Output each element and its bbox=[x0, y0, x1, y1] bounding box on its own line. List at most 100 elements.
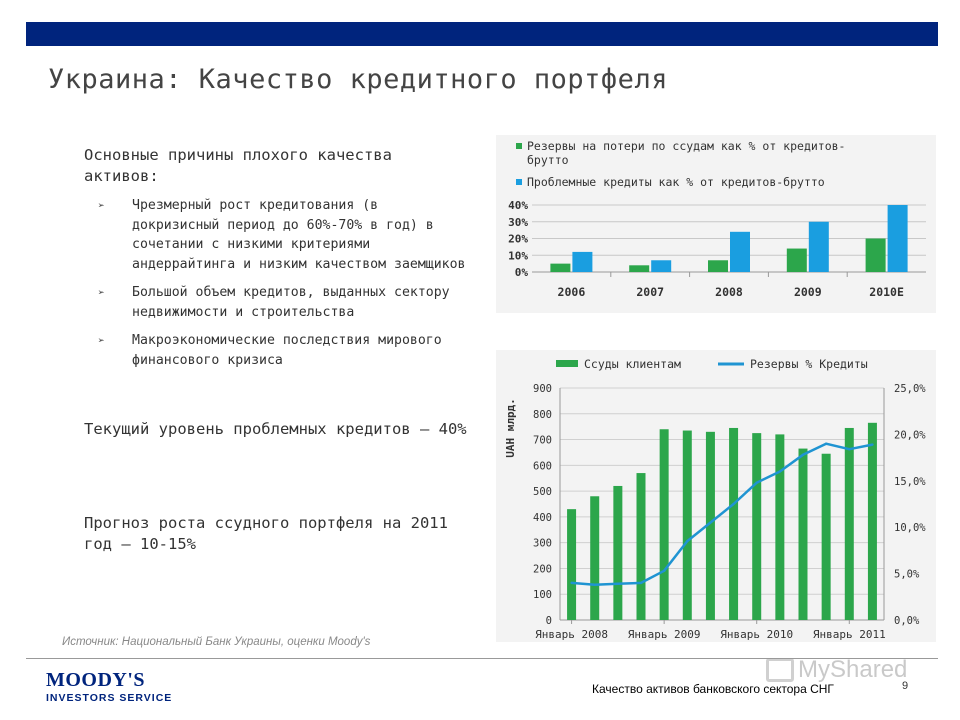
current-level-text: Текущий уровень проблемных кредитов – 40… bbox=[84, 420, 467, 438]
line-point bbox=[616, 582, 620, 586]
line-point bbox=[570, 581, 573, 585]
line-point bbox=[778, 470, 782, 473]
top-bar bbox=[26, 22, 938, 46]
source-note: Источник: Национальный Банк Украины, оце… bbox=[62, 636, 371, 648]
bullet-text: Большой объем кредитов, выданных сектору… bbox=[132, 285, 450, 320]
bullet-text: Чрезмерный рост кредитования (в докризис… bbox=[132, 198, 466, 272]
legend-swatch-npl bbox=[516, 179, 522, 185]
bar-loans bbox=[867, 422, 877, 620]
x-tick-label: 2008 bbox=[715, 285, 743, 299]
arrow-bullet-icon: ➢ bbox=[98, 199, 105, 212]
line-point bbox=[593, 583, 596, 586]
bar-reserves bbox=[629, 265, 650, 272]
line-point bbox=[824, 442, 828, 445]
y-left-tick-label: 300 bbox=[533, 538, 552, 550]
x-tick-label: Январь 2008 bbox=[535, 628, 608, 641]
legend-label-reserves-line: Резервы % Кредиты bbox=[750, 357, 868, 371]
list-item: ➢ Макроэкономические последствия мирового… bbox=[96, 331, 466, 370]
x-tick-label: Январь 2009 bbox=[628, 628, 701, 641]
y-left-tick-label: 0 bbox=[546, 615, 552, 627]
bar-reserves bbox=[550, 263, 571, 272]
bar-npl bbox=[572, 251, 593, 272]
bar-loans bbox=[567, 509, 577, 620]
bar-loans bbox=[775, 434, 785, 620]
reasons-list: ➢ Чрезмерный рост кредитования (в докризи… bbox=[96, 196, 466, 379]
footer-text: Качество активов банковского сектора СНГ bbox=[592, 682, 834, 696]
loans-reserves-chart: Ссуды клиентам Резервы % Кредиты UAH млрд.… bbox=[504, 357, 926, 641]
y-right-tick-label: 5,0% bbox=[894, 569, 920, 581]
y-right-tick-label: 25,0% bbox=[894, 383, 926, 395]
line-point bbox=[639, 581, 643, 585]
legend-label-loans: Ссуды клиентам bbox=[584, 357, 681, 371]
legend-label-npl: Проблемные кредиты как % от кредитов-бру… bbox=[527, 175, 825, 189]
legend-swatch-loans bbox=[556, 360, 578, 367]
bar-npl bbox=[730, 231, 750, 272]
legend-swatch-reserves bbox=[516, 143, 522, 149]
y-tick-label: 40% bbox=[508, 199, 528, 212]
bar-reserves bbox=[786, 248, 807, 272]
y-right-tick-label: 0,0% bbox=[894, 615, 920, 627]
y-tick-label: 30% bbox=[508, 216, 528, 229]
footer-divider bbox=[26, 658, 938, 659]
y-left-tick-label: 600 bbox=[533, 460, 552, 472]
watermark-text: MyShared bbox=[798, 656, 908, 683]
list-item: ➢ Чрезмерный рост кредитования (в докризи… bbox=[96, 196, 466, 274]
y-axis-title: UAH млрд. bbox=[504, 398, 517, 458]
list-item: ➢ Большой объем кредитов, выданных сектор… bbox=[96, 283, 466, 322]
line-point bbox=[871, 443, 874, 446]
y-right-tick-label: 10,0% bbox=[894, 522, 926, 534]
y-left-tick-label: 800 bbox=[533, 409, 552, 421]
bar-loans bbox=[590, 496, 600, 620]
legend-label-reserves: Резервы на потери по ссудам как % от кре… bbox=[527, 139, 846, 167]
bar-loans bbox=[682, 430, 692, 620]
legend-line: брутто bbox=[527, 153, 569, 167]
y-left-tick-label: 900 bbox=[533, 383, 552, 395]
arrow-bullet-icon: ➢ bbox=[98, 334, 105, 347]
x-tick-label: Январь 2011 bbox=[813, 628, 886, 641]
bar-loans bbox=[844, 427, 854, 620]
watermark: MyShared bbox=[766, 656, 907, 684]
bar-loans bbox=[613, 485, 623, 620]
bar-loans bbox=[729, 427, 739, 620]
line-point bbox=[709, 521, 712, 524]
line-point bbox=[755, 481, 758, 484]
bar-loans bbox=[659, 429, 669, 620]
bar-npl bbox=[808, 221, 829, 272]
forecast-text: Прогноз роста ссудного портфеля на 2011 … bbox=[84, 514, 448, 553]
y-tick-label: 0% bbox=[515, 266, 529, 279]
x-tick-label: 2009 bbox=[794, 285, 822, 299]
y-tick-label: 10% bbox=[508, 249, 528, 262]
bar-npl bbox=[651, 260, 672, 272]
line-point bbox=[686, 539, 689, 543]
y-left-tick-label: 200 bbox=[533, 563, 552, 575]
bullet-text: Макроэкономические последствия мирового … bbox=[132, 333, 442, 368]
bar-loans bbox=[705, 431, 715, 620]
moodys-logo: MOODY'S INVESTORS SERVICE bbox=[46, 670, 172, 704]
y-right-tick-label: 15,0% bbox=[894, 476, 926, 488]
line-point bbox=[732, 502, 735, 506]
page-title: Украина: Качество кредитного портфеля bbox=[48, 64, 668, 95]
bar-reserves bbox=[865, 238, 886, 272]
page-number: 9 bbox=[902, 680, 909, 692]
logo-line1: MOODY'S bbox=[46, 669, 146, 691]
logo-line2: INVESTORS SERVICE bbox=[46, 692, 173, 704]
bar-loans bbox=[636, 473, 646, 620]
bar-loans bbox=[752, 433, 762, 620]
y-left-tick-label: 500 bbox=[533, 486, 552, 498]
line-point bbox=[801, 453, 805, 457]
bar-npl bbox=[887, 205, 908, 272]
bar-loans bbox=[821, 453, 831, 620]
reserves-line bbox=[571, 442, 873, 586]
line-point bbox=[662, 569, 666, 573]
y-tick-label: 20% bbox=[508, 233, 528, 246]
y-left-tick-label: 700 bbox=[533, 435, 552, 447]
y-right-tick-label: 20,0% bbox=[894, 429, 926, 441]
arrow-bullet-icon: ➢ bbox=[98, 286, 105, 299]
line-point bbox=[848, 448, 851, 451]
x-tick-label: 2007 bbox=[636, 285, 664, 299]
watermark-icon bbox=[766, 658, 794, 682]
legend-line: Резервы на потери по ссудам как % от кре… bbox=[527, 139, 846, 153]
x-tick-label: 2010E bbox=[869, 285, 904, 299]
x-tick-label: 2006 bbox=[558, 285, 586, 299]
bar-loans bbox=[798, 448, 808, 620]
